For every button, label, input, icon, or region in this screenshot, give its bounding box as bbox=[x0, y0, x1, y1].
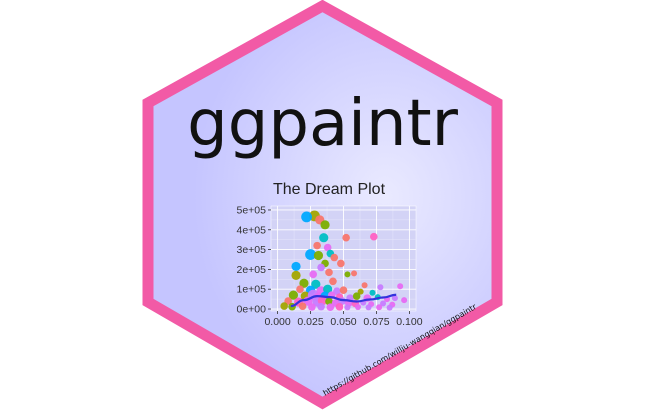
scatter-point bbox=[288, 290, 299, 300]
scatter-point bbox=[319, 233, 329, 243]
x-tick-label: 0.000 bbox=[264, 316, 290, 328]
scatter-point bbox=[298, 302, 307, 311]
y-tick-label: 3e+05 bbox=[237, 244, 267, 256]
scatter-point bbox=[376, 304, 383, 311]
scatter-point bbox=[301, 211, 312, 223]
scatter-point bbox=[370, 232, 378, 241]
scatter-point bbox=[357, 288, 364, 295]
y-tick-label: 0e+00 bbox=[237, 304, 267, 316]
scatter-plot: 0e+00 1e+05 2e+05 3e+05 4e+05 5e+05 0.000 0.02… bbox=[237, 204, 423, 328]
scatter-point bbox=[320, 220, 330, 230]
smooth-line bbox=[290, 293, 397, 308]
y-tick-label: 5e+05 bbox=[237, 204, 267, 216]
scatter-point bbox=[326, 303, 335, 312]
scatter-point bbox=[299, 278, 309, 288]
scatter-point bbox=[323, 284, 333, 294]
x-axis-ticks: 0.000 0.025 0.050 0.075 0.100 bbox=[264, 311, 423, 328]
y-axis-ticks: 0e+00 1e+05 2e+05 3e+05 4e+05 5e+05 bbox=[237, 204, 271, 316]
scatter-point bbox=[317, 302, 325, 311]
x-tick-label: 0.100 bbox=[396, 316, 422, 328]
scatter-point bbox=[325, 297, 333, 306]
scatter-point bbox=[397, 283, 404, 290]
scatter-point bbox=[351, 270, 358, 277]
scatter-point bbox=[291, 261, 301, 272]
scatter-point bbox=[355, 304, 361, 311]
scatter-point bbox=[280, 302, 288, 310]
scatter-point bbox=[369, 289, 376, 296]
scatter-point bbox=[309, 270, 317, 279]
scatter-point bbox=[344, 271, 351, 278]
scatter-point bbox=[365, 304, 372, 311]
x-tick-label: 0.025 bbox=[297, 316, 323, 328]
y-tick-label: 2e+05 bbox=[237, 264, 267, 276]
scatter-point bbox=[305, 249, 316, 260]
scatter-point bbox=[323, 243, 332, 252]
y-tick-label: 1e+05 bbox=[237, 284, 267, 296]
scatter-point bbox=[361, 282, 368, 289]
scatter-point bbox=[377, 284, 384, 291]
scatter-point bbox=[317, 263, 325, 272]
y-tick-label: 4e+05 bbox=[237, 224, 267, 236]
scatter-point bbox=[329, 277, 337, 286]
chart-title: The Dream Plot bbox=[273, 181, 386, 198]
scatter-point bbox=[313, 250, 324, 261]
scatter-point bbox=[313, 241, 321, 250]
scatter-point bbox=[291, 270, 301, 280]
sticker-title: ggpaintr bbox=[187, 87, 458, 161]
x-tick-label: 0.050 bbox=[330, 316, 356, 328]
scatter-point bbox=[337, 259, 345, 268]
scatter-point bbox=[335, 303, 344, 311]
scatter-point bbox=[308, 303, 316, 311]
scatter-point bbox=[333, 287, 341, 295]
scatter-point bbox=[401, 297, 408, 304]
scatter-point bbox=[311, 279, 321, 289]
scatter-point bbox=[330, 253, 339, 262]
scatter-point bbox=[342, 233, 350, 242]
scatter-point bbox=[344, 304, 351, 311]
scatter-point bbox=[380, 300, 387, 307]
scatter-point bbox=[325, 268, 333, 277]
x-tick-label: 0.075 bbox=[363, 316, 389, 328]
scatter-point bbox=[386, 304, 393, 311]
scatter-point bbox=[339, 286, 348, 294]
hex-background bbox=[142, 0, 503, 410]
scatter-point bbox=[296, 285, 304, 294]
scatter-point bbox=[391, 295, 398, 302]
scatter-point bbox=[352, 292, 361, 300]
